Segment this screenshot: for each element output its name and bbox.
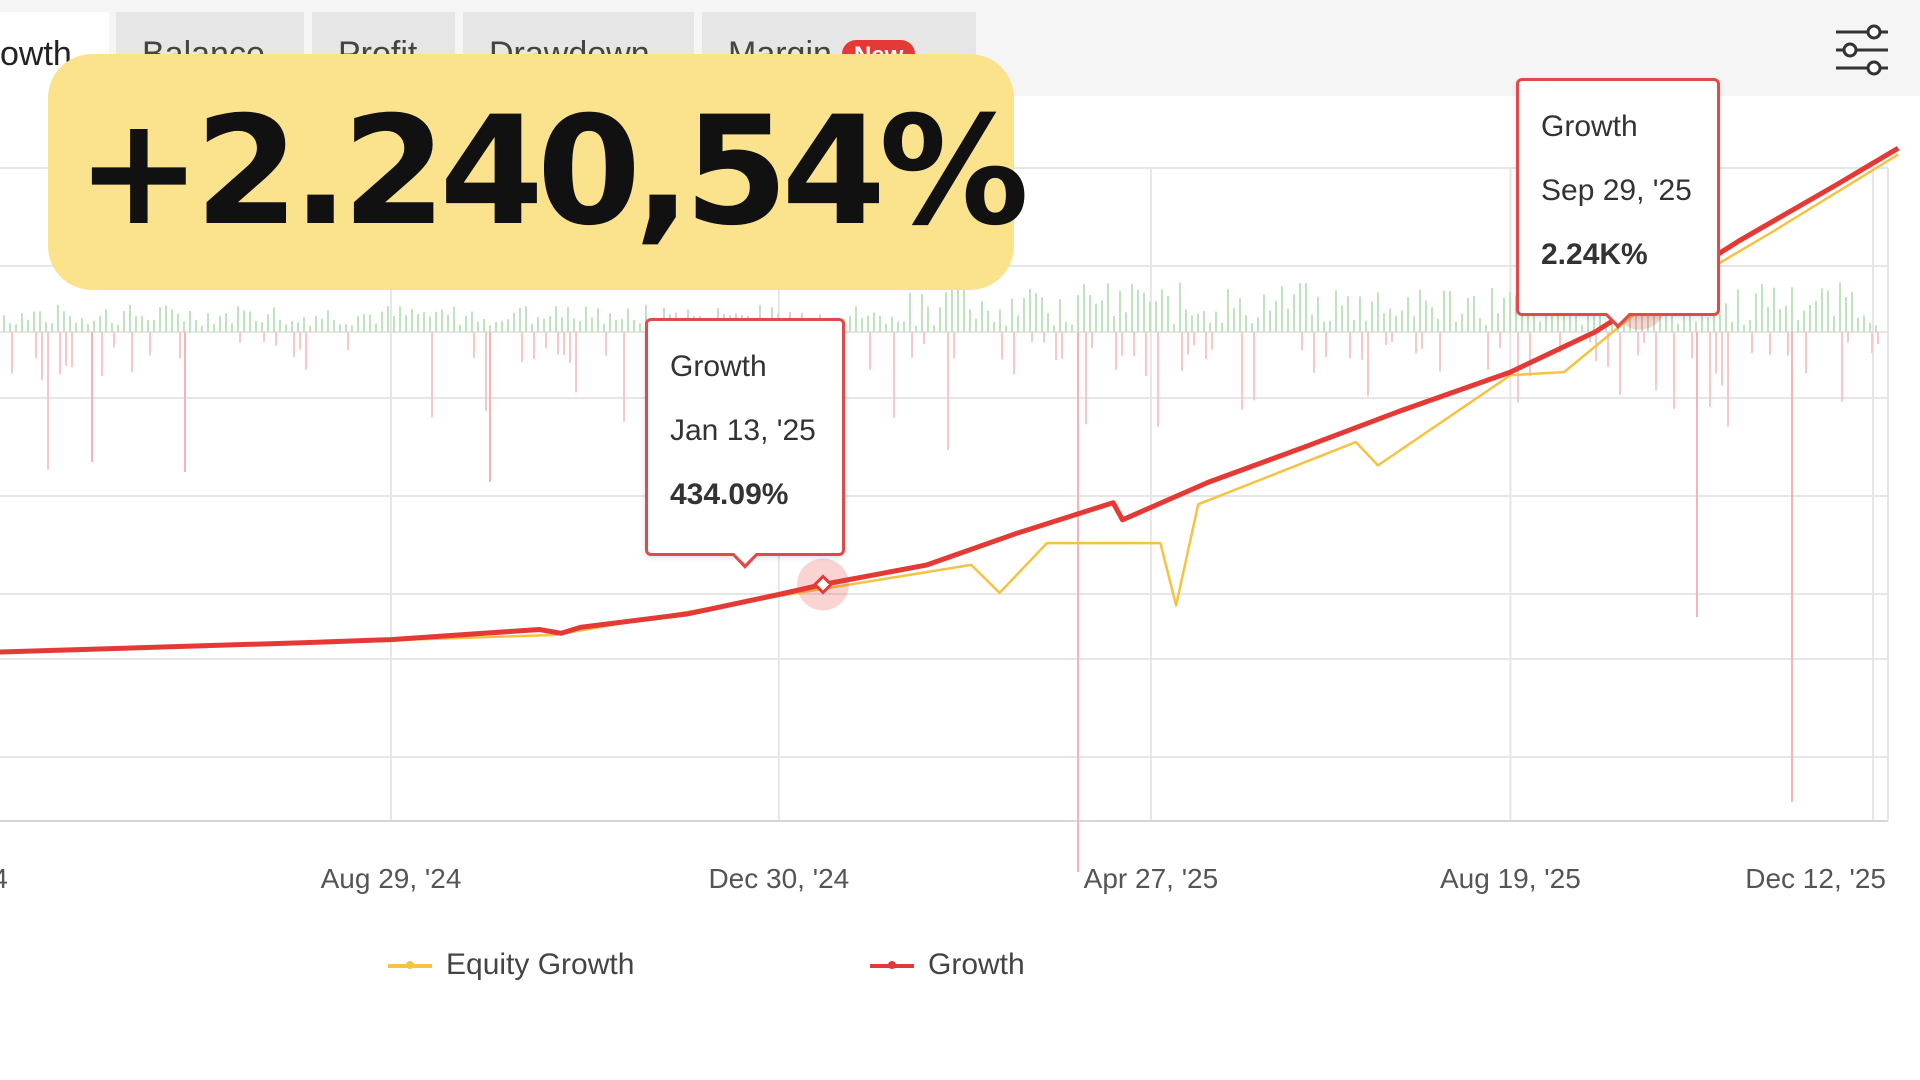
x-tick-label: Dec 12, '25 [1745,863,1886,894]
tooltip-date: Sep 29, '25 [1541,174,1692,207]
tooltip-sep: Growth Sep 29, '25 2.24K% [1516,78,1720,329]
daily-change-bars [3,282,1879,872]
x-tick-label: 4 [0,863,8,894]
tooltip-value: 2.24K% [1541,238,1648,271]
legend-growth[interactable]: Growth [870,940,1025,990]
tooltip-value: 434.09% [670,478,789,511]
x-axis-labels: 4 Aug 29, '24 Dec 30, '24 Apr 27, '25 Aug 19… [0,863,1886,894]
x-tick-label: Dec 30, '24 [708,863,849,894]
tooltip-jan: Growth Jan 13, '25 434.09% [645,318,845,569]
x-tick-label: Aug 29, '24 [321,863,462,894]
highlight-point [812,574,834,595]
legend-swatch [388,961,432,970]
tooltip-date: Jan 13, '25 [670,414,816,447]
sliders-icon[interactable] [1832,22,1892,78]
headline-value: +2.240,54% [76,85,1029,259]
x-tick-label: Apr 27, '25 [1084,863,1219,894]
legend-label: Equity Growth [446,948,635,981]
legend-equity-growth[interactable]: Equity Growth [388,940,634,990]
legend-swatch [870,961,914,970]
tooltip-title: Growth [1541,110,1638,143]
legend-label: Growth [928,948,1025,981]
headline-badge: +2.240,54% [48,54,1029,290]
x-tick-label: Aug 19, '25 [1440,863,1581,894]
tooltip-title: Growth [670,350,767,383]
